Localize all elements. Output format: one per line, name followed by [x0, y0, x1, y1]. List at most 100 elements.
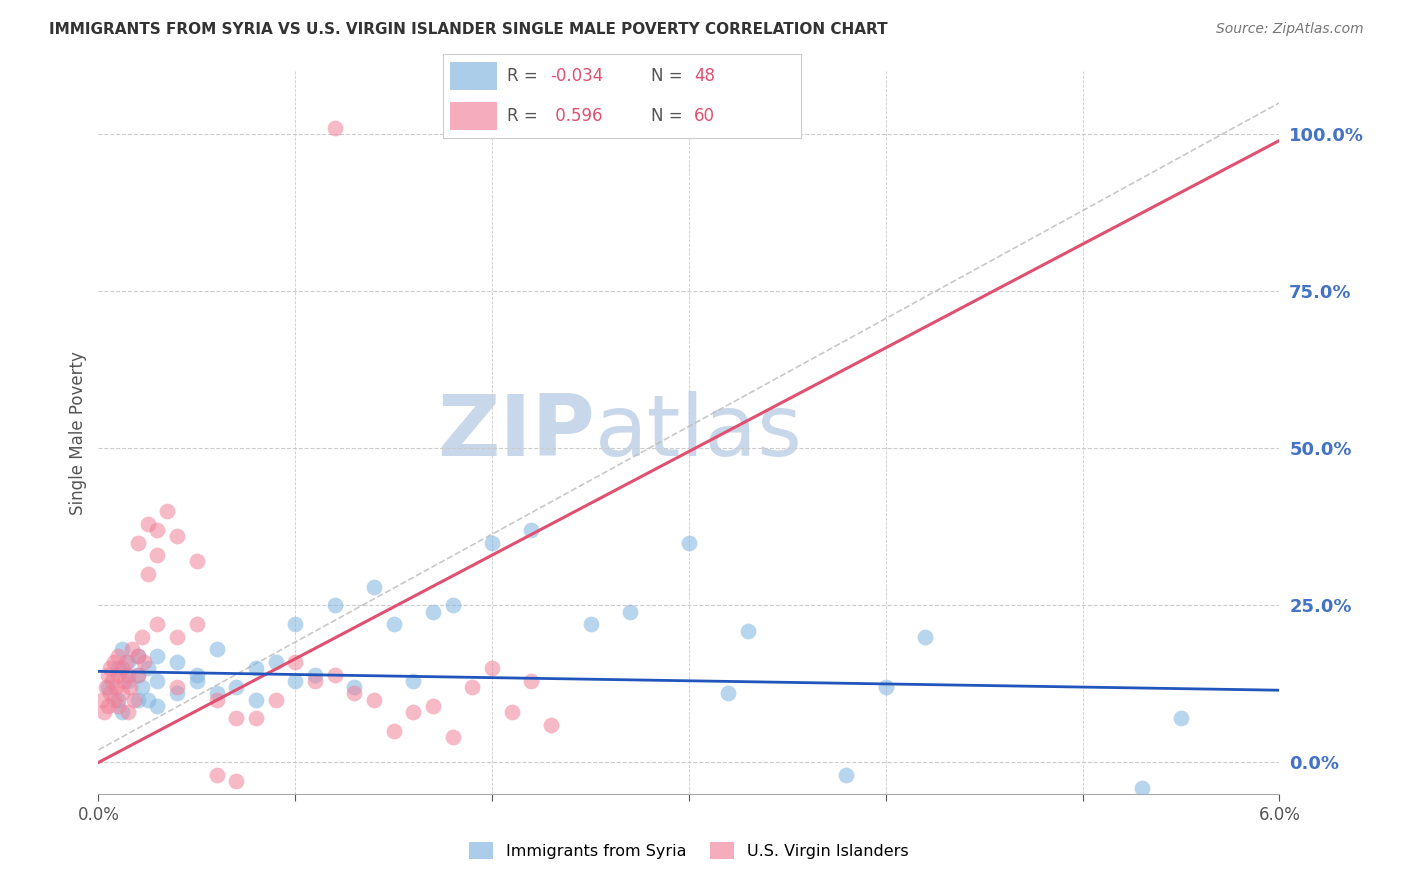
Point: [323, 667, 346, 681]
Point: [131, 680, 153, 694]
Point: [264, 692, 287, 706]
Point: [245, 711, 267, 725]
Point: [146, 673, 169, 688]
Point: [146, 698, 169, 713]
Point: [103, 655, 125, 669]
Point: [166, 630, 188, 644]
Point: [737, 624, 759, 638]
Point: [481, 535, 503, 549]
Point: [540, 718, 562, 732]
Point: [402, 673, 425, 688]
Point: [402, 705, 425, 719]
Point: [205, 686, 228, 700]
Point: [186, 554, 208, 568]
Point: [284, 617, 307, 632]
Point: [835, 768, 858, 782]
Point: [98, 661, 121, 675]
Point: [97, 680, 120, 694]
Text: 60: 60: [695, 107, 714, 125]
Point: [382, 617, 405, 632]
Point: [107, 648, 129, 663]
Point: [363, 580, 385, 594]
Point: [136, 566, 159, 581]
Point: [382, 724, 405, 739]
Point: [225, 680, 247, 694]
Point: [105, 680, 128, 694]
Point: [245, 692, 267, 706]
Point: [132, 655, 155, 669]
Point: [422, 698, 444, 713]
Point: [1170, 711, 1192, 725]
Point: [422, 605, 444, 619]
Point: [205, 768, 228, 782]
Point: [93, 705, 115, 719]
Point: [127, 648, 149, 663]
Point: [115, 655, 138, 669]
Point: [914, 630, 936, 644]
Point: [441, 599, 464, 613]
Point: [91, 692, 114, 706]
Text: Source: ZipAtlas.com: Source: ZipAtlas.com: [1216, 22, 1364, 37]
Text: R =: R =: [508, 67, 544, 85]
Point: [122, 692, 145, 706]
Point: [117, 705, 139, 719]
Point: [284, 655, 307, 669]
Bar: [450, 102, 496, 130]
Point: [97, 667, 120, 681]
Point: [225, 774, 247, 789]
Point: [117, 655, 139, 669]
Point: [117, 673, 139, 688]
Point: [146, 648, 169, 663]
Point: [127, 667, 149, 681]
Point: [111, 686, 134, 700]
Point: [245, 661, 267, 675]
Point: [186, 617, 208, 632]
Point: [111, 705, 134, 719]
Point: [678, 535, 700, 549]
Point: [136, 661, 159, 675]
Point: [131, 630, 153, 644]
Point: [520, 523, 543, 537]
Point: [225, 711, 247, 725]
Point: [127, 648, 149, 663]
Point: [501, 705, 523, 719]
Point: [166, 686, 188, 700]
Point: [98, 686, 121, 700]
Point: [343, 686, 366, 700]
Point: [461, 680, 484, 694]
Point: [481, 661, 503, 675]
Point: [127, 692, 149, 706]
Text: IMMIGRANTS FROM SYRIA VS U.S. VIRGIN ISLANDER SINGLE MALE POVERTY CORRELATION CH: IMMIGRANTS FROM SYRIA VS U.S. VIRGIN ISL…: [49, 22, 887, 37]
Point: [875, 680, 897, 694]
Point: [264, 655, 287, 669]
Point: [323, 120, 346, 135]
Point: [441, 731, 464, 745]
Point: [166, 680, 188, 694]
Point: [136, 692, 159, 706]
Point: [111, 661, 134, 675]
Point: [103, 692, 125, 706]
Point: [205, 642, 228, 657]
Text: N =: N =: [651, 67, 688, 85]
Point: [101, 673, 124, 688]
Point: [107, 698, 129, 713]
Point: [146, 523, 169, 537]
Point: [1130, 780, 1153, 795]
Point: [343, 680, 366, 694]
Point: [107, 692, 129, 706]
Point: [284, 673, 307, 688]
Point: [304, 667, 326, 681]
Point: [107, 661, 129, 675]
Point: [112, 673, 135, 688]
Point: [118, 680, 141, 694]
Point: [520, 673, 543, 688]
Text: R =: R =: [508, 107, 544, 125]
Point: [156, 504, 179, 518]
Text: 0.596: 0.596: [551, 107, 603, 125]
Point: [136, 516, 159, 531]
Text: ZIP: ZIP: [437, 391, 595, 475]
Point: [205, 692, 228, 706]
Point: [111, 642, 134, 657]
Legend: Immigrants from Syria, U.S. Virgin Islanders: Immigrants from Syria, U.S. Virgin Islan…: [463, 836, 915, 865]
Point: [579, 617, 602, 632]
